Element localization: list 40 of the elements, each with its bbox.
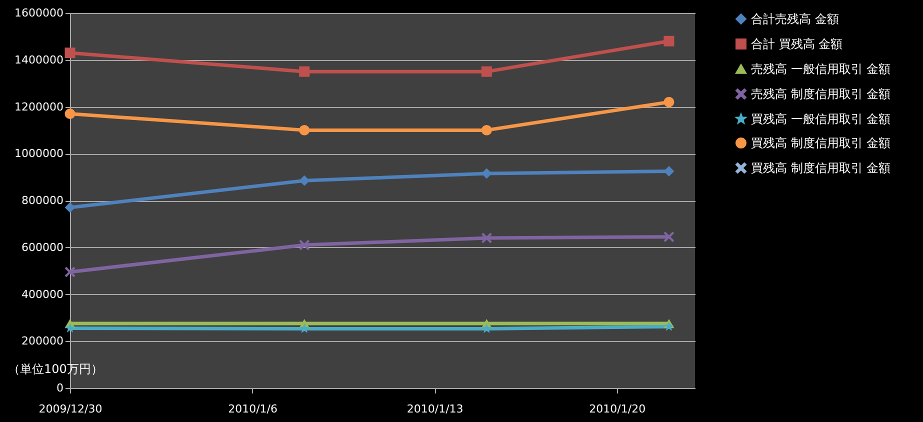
y-tick-label: 800000: [22, 194, 64, 207]
point: [299, 175, 310, 186]
legend-label: 売残高 一般信用取引 金額: [751, 62, 891, 76]
point: [64, 202, 76, 213]
y-tick-label: 200000: [22, 334, 64, 348]
point: [299, 240, 310, 250]
legend-label: 売残高 制度信用取引 金額: [751, 87, 891, 101]
y-tick-label: 1400000: [14, 53, 64, 66]
point: [664, 166, 674, 176]
point: [64, 266, 76, 278]
x-tick-label: 2010/1/6: [228, 402, 278, 416]
point: [664, 96, 674, 108]
point: [64, 108, 76, 120]
y-tick-label: 600000: [22, 240, 64, 254]
legend-label: 買残高 制度信用取引 金額: [751, 136, 891, 150]
point: [64, 48, 76, 58]
y-tick-label: 1600000: [14, 6, 64, 20]
point: [482, 323, 492, 333]
annotation: （単位100万円）: [8, 362, 103, 376]
y-tick-label: 1000000: [14, 147, 64, 160]
point: [481, 232, 492, 244]
point: [664, 321, 674, 331]
legend-label: 合計売残高 金額: [751, 12, 839, 26]
point: [299, 124, 310, 136]
legend-label: 合計 買残高 金額: [751, 37, 843, 51]
point: [481, 66, 492, 77]
point: [299, 66, 310, 77]
point: [664, 36, 674, 46]
point: [481, 124, 492, 136]
point: [664, 232, 674, 242]
x-tick-label: 2010/1/20: [589, 402, 646, 416]
y-tick-label: 1200000: [14, 100, 64, 114]
y-tick-label: 0: [56, 382, 64, 394]
point: [299, 323, 310, 333]
legend-label: 買残高 一般信用取引 金額: [751, 112, 891, 126]
y-tick-label: 400000: [22, 288, 64, 301]
x-tick-label: 2010/1/13: [406, 402, 464, 416]
legend-label: 買残高 制度信用取引 金額: [751, 161, 891, 175]
x-tick-label: 2009/12/30: [38, 402, 102, 416]
point: [65, 322, 75, 332]
